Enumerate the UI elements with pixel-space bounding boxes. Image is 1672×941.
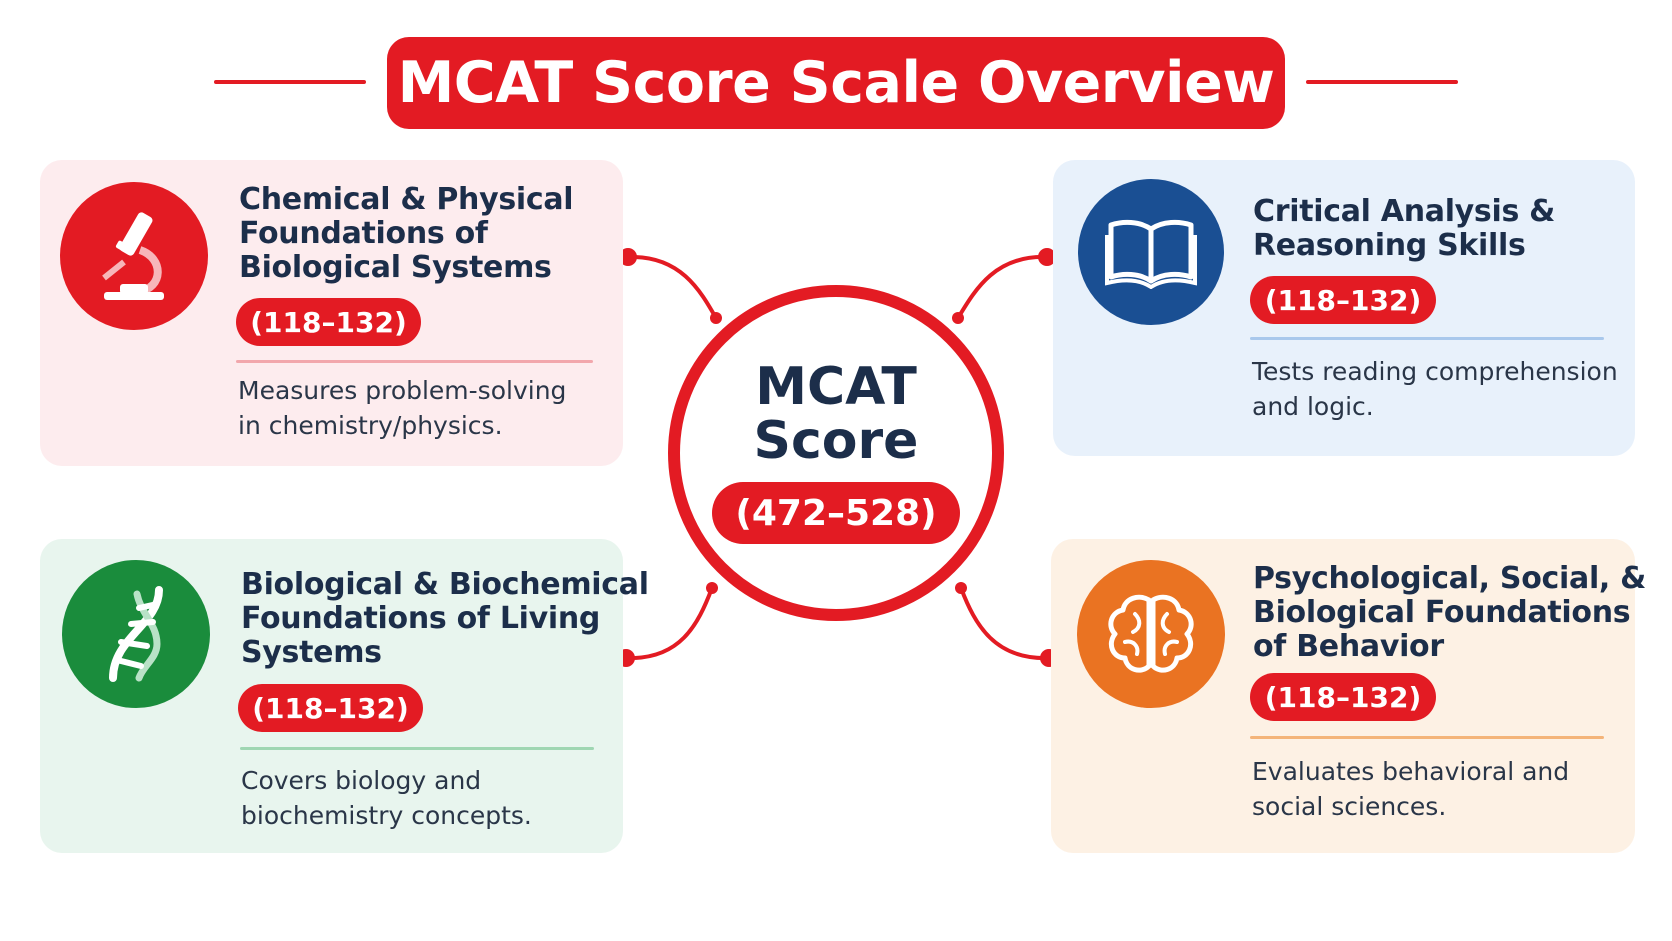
section-description: Evaluates behavioral and social sciences… xyxy=(1252,757,1570,821)
open-book-icon xyxy=(1105,219,1197,289)
dna-icon xyxy=(109,586,163,682)
microscope-icon xyxy=(102,212,164,300)
section-divider xyxy=(1250,337,1604,340)
center-score-range-badge: (472–528) xyxy=(712,482,960,544)
section-description: Measures problem-solving in chemistry/ph… xyxy=(238,376,567,440)
title-line-left xyxy=(214,80,366,84)
section-icon-circle xyxy=(1077,560,1225,708)
page-title: MCAT Score Scale Overview xyxy=(397,50,1275,116)
center-score-title: MCAT Score xyxy=(753,357,919,471)
score-range-badge: (118–132) xyxy=(238,684,423,732)
score-range-badge: (118–132) xyxy=(1250,673,1436,721)
section-title: Chemical & Physical Foundations of Biolo… xyxy=(239,182,574,285)
section-description: Covers biology and biochemistry concepts… xyxy=(241,766,532,830)
section-title: Critical Analysis & Reasoning Skills xyxy=(1253,194,1556,263)
section-divider xyxy=(240,747,594,750)
section-divider xyxy=(236,360,593,363)
score-range-badge: (118–132) xyxy=(236,298,421,346)
title-line-right xyxy=(1306,80,1458,84)
section-icon-circle xyxy=(60,182,208,330)
section-icon-circle xyxy=(1078,179,1224,325)
section-divider xyxy=(1250,736,1604,739)
score-range-badge: (118–132) xyxy=(1250,276,1436,324)
section-title: Psychological, Social, & Biological Foun… xyxy=(1253,561,1647,664)
title-banner: MCAT Score Scale Overview xyxy=(387,37,1285,129)
brain-icon xyxy=(1108,594,1194,673)
section-icon-circle xyxy=(62,560,210,708)
section-description: Tests reading comprehension and logic. xyxy=(1252,357,1618,421)
section-title: Biological & Biochemical Foundations of … xyxy=(241,567,649,670)
